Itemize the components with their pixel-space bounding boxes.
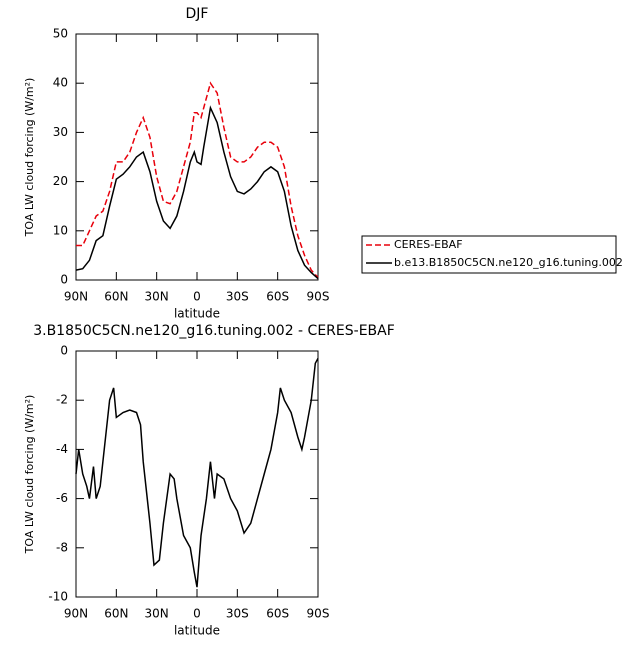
y-tick-label: -2: [56, 393, 68, 407]
y-tick-label: 0: [60, 273, 68, 287]
x-tick-label: 60N: [104, 607, 128, 621]
y-tick-label: 30: [53, 125, 68, 139]
x-tick-label: 0: [193, 290, 201, 304]
y-tick-label: 50: [53, 27, 68, 41]
y-tick-label: 10: [53, 223, 68, 237]
x-tick-label: 90S: [307, 290, 330, 304]
y-tick-label: 20: [53, 174, 68, 188]
y-axis-label: TOA LW cloud forcing (W/m²): [23, 395, 36, 555]
x-axis-label: latitude: [174, 307, 220, 321]
plot-frame: [75, 350, 319, 598]
y-tick-label: -4: [56, 442, 68, 456]
x-tick-label: 30N: [145, 607, 169, 621]
y-axis-label: TOA LW cloud forcing (W/m²): [23, 78, 36, 238]
plot-frame: [75, 33, 319, 281]
legend-label: b.e13.B1850C5CN.ne120_g16.tuning.002: [394, 256, 623, 269]
y-tick-label: 40: [53, 76, 68, 90]
x-tick-label: 60S: [266, 290, 289, 304]
x-tick-label: 90S: [307, 607, 330, 621]
legend-label: CERES-EBAF: [394, 238, 463, 251]
x-tick-label: 30S: [226, 607, 249, 621]
line: [75, 358, 319, 588]
x-tick-label: 0: [193, 607, 201, 621]
x-tick-label: 60S: [266, 607, 289, 621]
x-tick-label: 30N: [145, 290, 169, 304]
chart-title: DJF: [186, 6, 209, 22]
y-tick-label: 0: [60, 344, 68, 358]
y-tick-label: -6: [56, 491, 68, 505]
x-axis-label: latitude: [174, 624, 220, 638]
y-tick-label: -8: [56, 540, 68, 554]
y-tick-label: -10: [48, 590, 68, 604]
x-tick-label: 90N: [64, 607, 88, 621]
chart-title: 3.B1850C5CN.ne120_g16.tuning.002 - CERES…: [33, 323, 395, 339]
line: [75, 105, 319, 280]
x-tick-label: 30S: [226, 290, 249, 304]
x-tick-label: 60N: [104, 290, 128, 304]
legend-box: [361, 235, 617, 274]
x-tick-label: 90N: [64, 290, 88, 304]
line: [76, 81, 319, 279]
